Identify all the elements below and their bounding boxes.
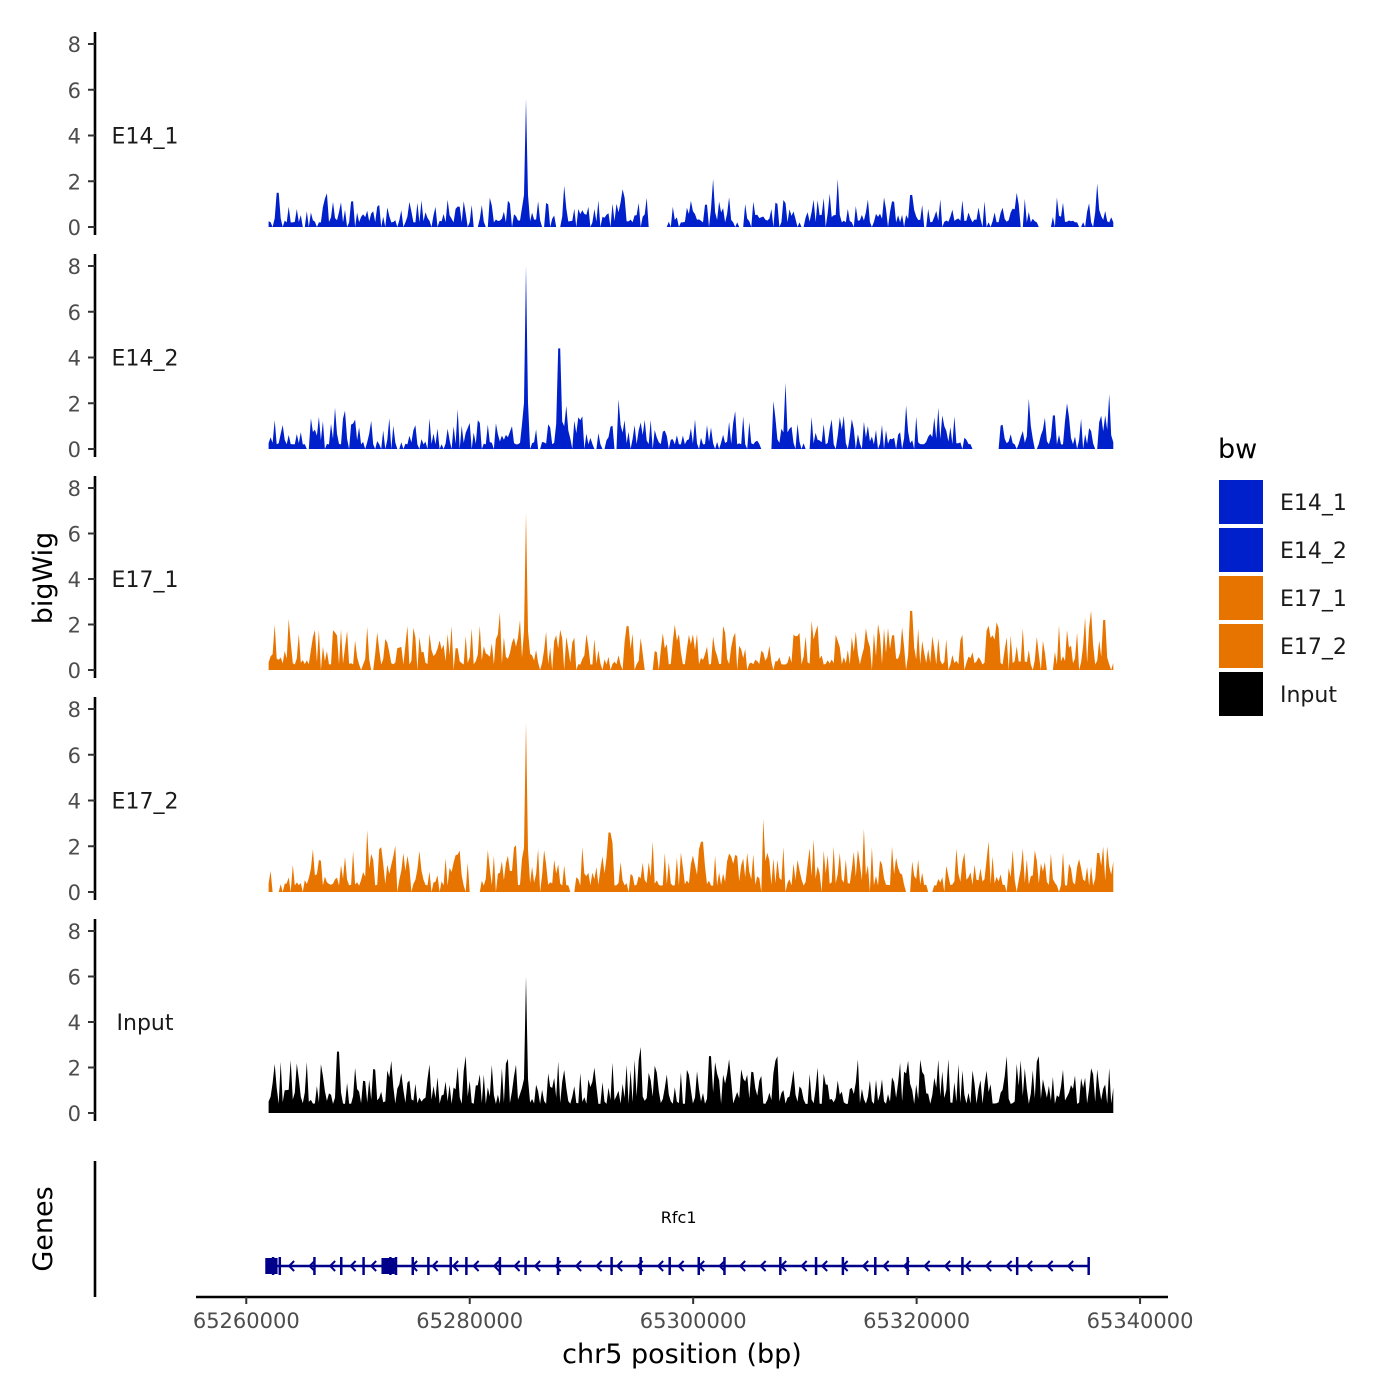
y-tick-label-E17_2-0: 0 <box>68 881 81 905</box>
x-tick-label-65320000: 65320000 <box>863 1309 970 1333</box>
coverage-area-E14_2 <box>268 266 1114 449</box>
strand-arrow-23 <box>738 1260 746 1272</box>
legend-label-Input: Input <box>1280 683 1337 708</box>
strand-arrow-32 <box>923 1260 931 1272</box>
exon-block-Rfc1-0 <box>265 1258 278 1274</box>
x-tick-label-65300000: 65300000 <box>640 1309 747 1333</box>
strand-arrow-24 <box>759 1260 767 1272</box>
strand-arrow-17 <box>615 1260 623 1272</box>
strand-arrow-30 <box>882 1260 890 1272</box>
legend-label-E17_2: E17_2 <box>1280 635 1347 660</box>
y-tick-label-E17_1-4: 4 <box>68 568 81 592</box>
y-tick-label-E14_2-6: 6 <box>68 301 81 325</box>
strand-arrow-2 <box>308 1260 316 1272</box>
y-tick-label-E14_1-6: 6 <box>68 79 81 103</box>
x-tick-label-65280000: 65280000 <box>416 1309 523 1333</box>
strand-arrow-20 <box>677 1260 685 1272</box>
strand-arrow-19 <box>656 1260 664 1272</box>
strand-arrow-12 <box>513 1260 521 1272</box>
y-tick-label-E14_1-2: 2 <box>68 170 81 194</box>
coverage-area-Input <box>268 976 1114 1113</box>
y-tick-label-Input-4: 4 <box>68 1011 81 1035</box>
y-tick-label-E17_1-2: 2 <box>68 614 81 638</box>
strand-arrow-29 <box>861 1260 869 1272</box>
strand-arrow-16 <box>595 1260 603 1272</box>
y-tick-label-Input-6: 6 <box>68 966 81 990</box>
legend-key-E17_1 <box>1219 576 1263 620</box>
coverage-area-E17_2 <box>268 722 1114 892</box>
strand-arrow-5 <box>369 1260 377 1272</box>
y-tick-label-E14_2-8: 8 <box>68 255 81 279</box>
strand-arrow-3 <box>328 1260 336 1272</box>
strand-arrow-8 <box>431 1260 439 1272</box>
legend-key-Input <box>1219 672 1263 716</box>
strand-arrow-37 <box>1025 1260 1033 1272</box>
strand-arrow-1 <box>287 1260 295 1272</box>
y-axis-title: bigWig <box>28 532 59 625</box>
y-tick-label-E14_2-4: 4 <box>68 347 81 371</box>
legend-label-E14_2: E14_2 <box>1280 539 1347 564</box>
y-tick-label-E17_1-0: 0 <box>68 659 81 683</box>
strand-arrow-15 <box>574 1260 582 1272</box>
strand-arrow-27 <box>820 1260 828 1272</box>
coverage-area-E14_1 <box>268 98 1114 228</box>
strand-arrow-34 <box>964 1260 972 1272</box>
gene-track-title: Genes <box>28 1186 59 1271</box>
legend-title: bw <box>1218 434 1257 465</box>
gene-label-Rfc1: Rfc1 <box>661 1208 697 1227</box>
strand-arrow-22 <box>718 1260 726 1272</box>
legend-key-E14_1 <box>1219 480 1263 524</box>
legend-label-E14_1: E14_1 <box>1280 491 1347 516</box>
strand-arrow-39 <box>1066 1260 1074 1272</box>
y-tick-label-Input-2: 2 <box>68 1057 81 1081</box>
x-tick-label-65340000: 65340000 <box>1087 1309 1194 1333</box>
track-label-E14_2: E14_2 <box>112 347 179 372</box>
y-tick-label-Input-8: 8 <box>68 920 81 944</box>
exon-block-Rfc1-1 <box>381 1258 395 1274</box>
y-tick-label-E17_2-6: 6 <box>68 744 81 768</box>
x-tick-label-65260000: 65260000 <box>193 1309 300 1333</box>
y-tick-label-E14_1-8: 8 <box>68 33 81 57</box>
y-tick-label-E17_2-4: 4 <box>68 790 81 814</box>
strand-arrow-9 <box>451 1260 459 1272</box>
y-tick-label-E17_2-8: 8 <box>68 698 81 722</box>
y-tick-label-E17_1-6: 6 <box>68 523 81 547</box>
legend-label-E17_1: E17_1 <box>1280 587 1347 612</box>
strand-arrow-4 <box>349 1260 357 1272</box>
coverage-area-E17_1 <box>268 513 1114 670</box>
y-tick-label-E17_2-2: 2 <box>68 835 81 859</box>
strand-arrow-10 <box>472 1260 480 1272</box>
strand-arrow-36 <box>1005 1260 1013 1272</box>
y-tick-label-E14_1-0: 0 <box>68 216 81 240</box>
legend-key-E14_2 <box>1219 528 1263 572</box>
y-tick-label-E17_1-8: 8 <box>68 477 81 501</box>
y-tick-label-E14_2-2: 2 <box>68 392 81 416</box>
y-tick-label-E14_2-0: 0 <box>68 438 81 462</box>
legend-key-E17_2 <box>1219 624 1263 668</box>
strand-arrow-13 <box>533 1260 541 1272</box>
strand-arrow-11 <box>492 1260 500 1272</box>
track-label-E17_1: E17_1 <box>112 568 179 593</box>
x-axis-title: chr5 position (bp) <box>562 1339 802 1370</box>
track-label-E14_1: E14_1 <box>112 125 179 150</box>
track-label-E17_2: E17_2 <box>112 790 179 815</box>
strand-arrow-38 <box>1046 1260 1054 1272</box>
strand-arrow-33 <box>943 1260 951 1272</box>
y-tick-label-E14_1-4: 4 <box>68 125 81 149</box>
strand-arrow-35 <box>984 1260 992 1272</box>
y-tick-label-Input-0: 0 <box>68 1102 81 1126</box>
track-label-Input: Input <box>117 1011 174 1036</box>
strand-arrow-26 <box>800 1260 808 1272</box>
